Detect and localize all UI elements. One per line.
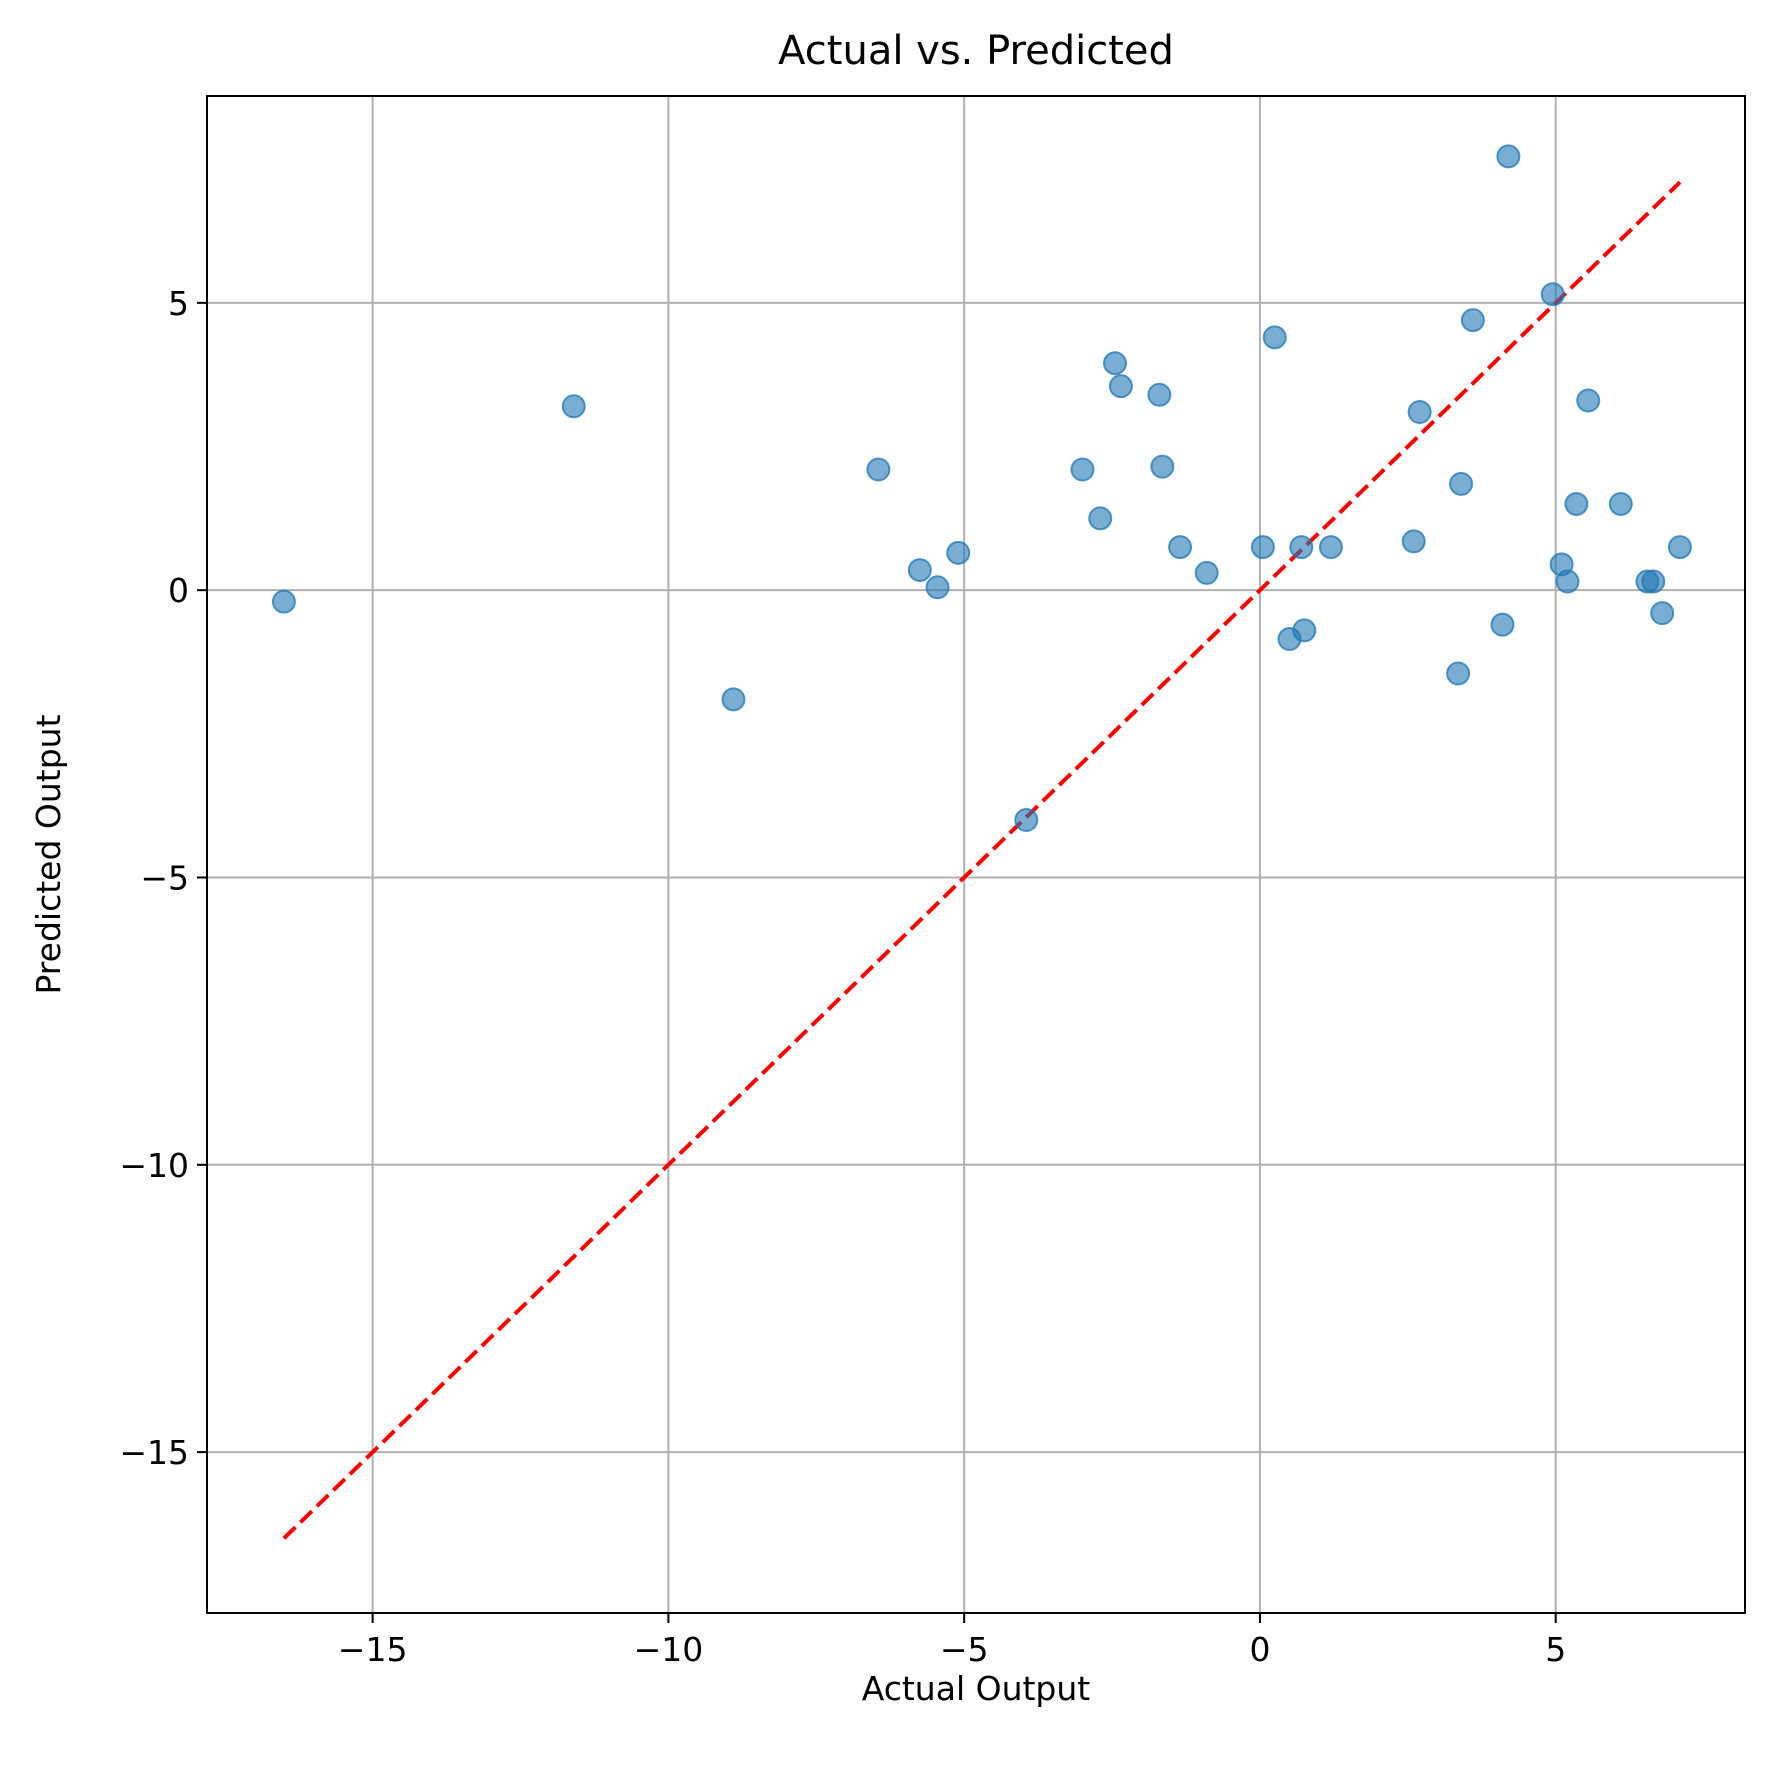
y-tick-label: 0 bbox=[168, 571, 189, 610]
data-point bbox=[1014, 808, 1039, 833]
data-point bbox=[1407, 400, 1432, 425]
data-points bbox=[271, 144, 1692, 833]
data-point bbox=[1564, 491, 1589, 516]
y-axis-label: Predicted Output bbox=[29, 714, 68, 994]
data-point bbox=[561, 394, 586, 419]
data-point bbox=[1641, 569, 1666, 594]
y-tick-label: −10 bbox=[119, 1146, 189, 1185]
data-point bbox=[1289, 535, 1314, 560]
data-point bbox=[1460, 308, 1485, 333]
axis-ticks: −15 −10 −5 0 5 −15 −10 −5 0 5 bbox=[119, 284, 1566, 1669]
data-point bbox=[1070, 457, 1095, 482]
y-tick-label: 5 bbox=[168, 284, 189, 323]
data-point bbox=[1103, 351, 1128, 376]
x-tick-label: 5 bbox=[1545, 1630, 1566, 1669]
x-tick-label: −10 bbox=[634, 1630, 704, 1669]
reference-line-group bbox=[282, 180, 1682, 1540]
data-point bbox=[1540, 282, 1565, 307]
data-point bbox=[1147, 382, 1172, 407]
x-tick-label: −5 bbox=[940, 1630, 989, 1669]
plot-frame bbox=[206, 95, 1746, 1614]
grid-lines bbox=[207, 96, 1745, 1613]
x-tick-label: −15 bbox=[338, 1630, 408, 1669]
data-point bbox=[1446, 661, 1471, 686]
data-point bbox=[271, 589, 296, 614]
chart-title: Actual vs. Predicted bbox=[778, 28, 1174, 74]
data-point bbox=[1667, 535, 1692, 560]
x-tick-label: 0 bbox=[1249, 1630, 1270, 1669]
data-point bbox=[1250, 535, 1275, 560]
data-point bbox=[1262, 325, 1287, 350]
data-point bbox=[1608, 491, 1633, 516]
data-point bbox=[1401, 529, 1426, 554]
data-point bbox=[721, 687, 746, 712]
data-point bbox=[1650, 601, 1675, 626]
data-point bbox=[1318, 535, 1343, 560]
data-point bbox=[1496, 144, 1521, 169]
x-axis-label: Actual Output bbox=[862, 1669, 1091, 1708]
data-point bbox=[1150, 454, 1175, 479]
data-point bbox=[925, 575, 950, 600]
data-point bbox=[1576, 388, 1601, 413]
data-point bbox=[1449, 471, 1474, 496]
data-point bbox=[1194, 560, 1219, 585]
data-point bbox=[1490, 612, 1515, 637]
reference-line bbox=[282, 180, 1682, 1540]
data-point bbox=[1088, 506, 1113, 531]
y-tick-label: −15 bbox=[119, 1433, 189, 1472]
data-point bbox=[1168, 535, 1193, 560]
data-point bbox=[866, 457, 891, 482]
data-point bbox=[1292, 618, 1317, 643]
data-point bbox=[907, 558, 932, 583]
y-tick-label: −5 bbox=[140, 858, 189, 897]
data-point bbox=[1108, 374, 1133, 399]
data-point bbox=[1555, 569, 1580, 594]
data-point bbox=[946, 540, 971, 565]
